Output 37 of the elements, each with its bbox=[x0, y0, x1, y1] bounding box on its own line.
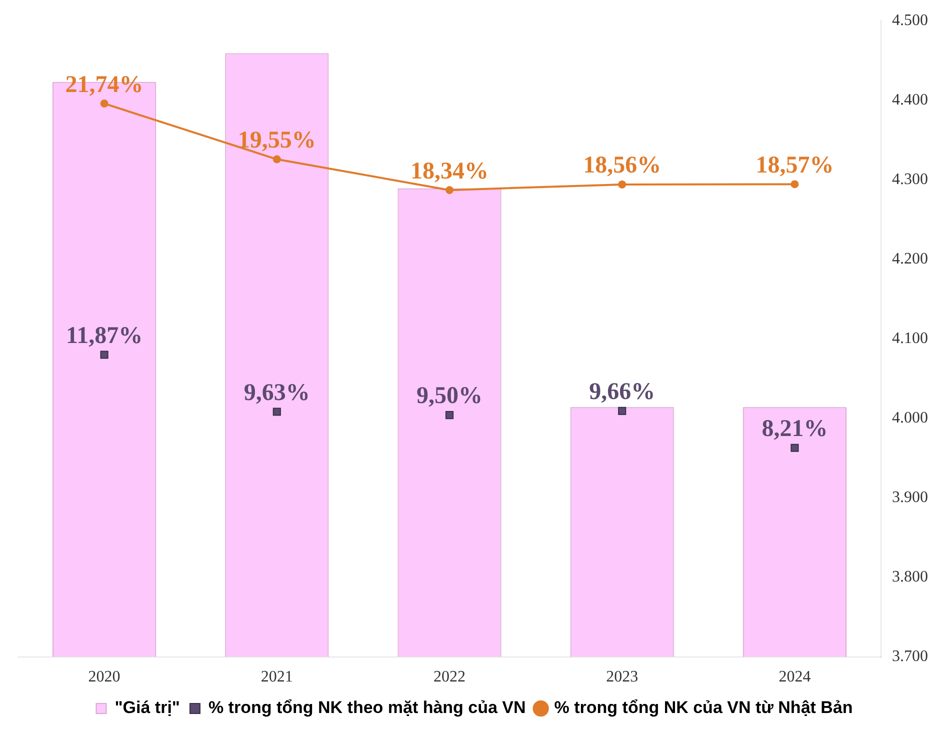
data-label: 8,21% bbox=[762, 416, 828, 442]
point bbox=[100, 100, 108, 108]
legend-label: % trong tổng NK của VN từ Nhật Bản bbox=[554, 698, 853, 718]
data-label: 18,56% bbox=[583, 152, 662, 179]
x-tick-label: 2023 bbox=[606, 668, 638, 686]
data-label: 9,50% bbox=[416, 383, 482, 410]
data-label: 18,34% bbox=[410, 158, 488, 184]
y-tick-label: 4.200 bbox=[892, 250, 928, 268]
point bbox=[790, 444, 799, 452]
x-tick-label: 2022 bbox=[434, 668, 466, 686]
y-tick-label: 3.800 bbox=[892, 568, 928, 586]
y-tick-label: 4.300 bbox=[892, 170, 928, 188]
y-tick-label: 3.700 bbox=[892, 648, 928, 666]
point bbox=[272, 408, 281, 416]
point bbox=[618, 406, 626, 416]
point bbox=[100, 350, 108, 359]
y-tick-label: 4.500 bbox=[892, 12, 928, 29]
point bbox=[618, 180, 626, 188]
point bbox=[790, 180, 799, 188]
x-tick-label: 2024 bbox=[778, 668, 811, 686]
point bbox=[446, 186, 454, 194]
x-tick-label: 2020 bbox=[88, 668, 120, 686]
point bbox=[445, 411, 454, 420]
y-tick-label: 4.100 bbox=[892, 330, 928, 347]
legend-label: % trong tổng NK theo mặt hàng của VN bbox=[208, 698, 526, 718]
data-label: 9,63% bbox=[244, 380, 310, 406]
data-label: 11,87% bbox=[66, 322, 143, 349]
data-label: 19,55% bbox=[238, 127, 316, 154]
y-tick-label: 4.400 bbox=[892, 91, 928, 108]
y-tick-label: 3.900 bbox=[892, 488, 928, 506]
legend-label: "Giá trị" bbox=[114, 698, 180, 718]
x-tick-label: 2021 bbox=[260, 668, 293, 686]
data-label: 18,57% bbox=[756, 152, 834, 178]
data-label: 9,66% bbox=[589, 379, 656, 406]
data-label: 21,74% bbox=[65, 72, 144, 98]
point bbox=[272, 155, 281, 164]
y-tick-label: 4.000 bbox=[892, 409, 928, 426]
